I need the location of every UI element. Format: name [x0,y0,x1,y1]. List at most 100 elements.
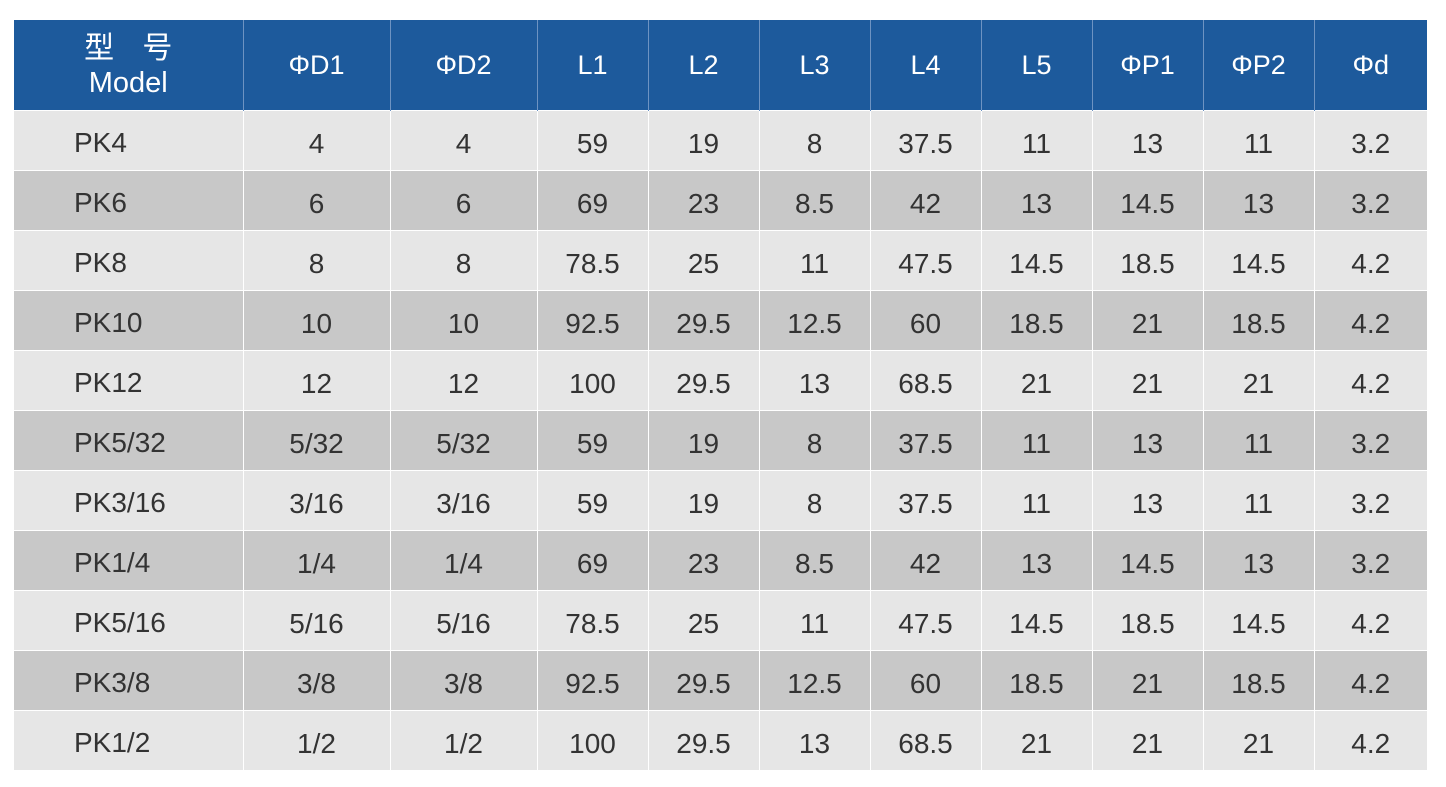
cell-p1: 18.5 [1092,590,1204,651]
cell-l1: 78.5 [537,590,649,651]
cell-l2: 29.5 [648,710,760,770]
spec-table-body: PK4 4 4 59 19 8 37.5 11 13 11 3.2 PK6 6 6 69 23 8.5 42 13 1… [14,110,1427,770]
cell-l1: 69 [537,170,649,231]
cell-model: PK6 [14,170,244,231]
table-row: PK3/8 3/8 3/8 92.5 29.5 12.5 60 18.5 21 18.5 4.2 [14,650,1427,711]
cell-p2: 18.5 [1203,650,1315,711]
cell-l3: 11 [759,230,871,291]
cell-l1: 59 [537,410,649,471]
cell-model: PK10 [14,290,244,351]
table-row: PK12 12 12 100 29.5 13 68.5 21 21 21 4.2 [14,350,1427,411]
cell-l5: 11 [981,110,1093,171]
header-row: 型 号 Model ΦD1 ΦD2 L1 L2 L3 L4 L5 ΦP1 ΦP2… [14,20,1427,111]
cell-l5: 21 [981,710,1093,770]
cell-model: PK5/16 [14,590,244,651]
cell-l1: 59 [537,470,649,531]
cell-l2: 19 [648,110,760,171]
cell-d1: 5/16 [243,590,391,651]
cell-l4: 60 [870,650,982,711]
cell-model: PK4 [14,110,244,171]
column-header-l4: L4 [870,20,982,111]
cell-p1: 14.5 [1092,170,1204,231]
column-header-d1: ΦD1 [243,20,391,111]
cell-d1: 12 [243,350,391,411]
cell-d1: 4 [243,110,391,171]
cell-d2: 8 [390,230,538,291]
cell-l5: 11 [981,470,1093,531]
cell-d: 3.2 [1314,110,1427,171]
cell-l5: 14.5 [981,230,1093,291]
cell-d2: 4 [390,110,538,171]
cell-d2: 12 [390,350,538,411]
cell-p2: 18.5 [1203,290,1315,351]
model-header-cn: 型 号 [84,32,183,65]
cell-l3: 11 [759,590,871,651]
column-header-l3: L3 [759,20,871,111]
cell-model: PK3/8 [14,650,244,711]
cell-d2: 6 [390,170,538,231]
cell-l3: 8 [759,470,871,531]
table-row: PK3/16 3/16 3/16 59 19 8 37.5 11 13 11 3.2 [14,470,1427,531]
cell-l4: 47.5 [870,590,982,651]
cell-l2: 25 [648,230,760,291]
cell-l4: 37.5 [870,110,982,171]
cell-l3: 8.5 [759,170,871,231]
cell-l5: 21 [981,350,1093,411]
cell-l1: 59 [537,110,649,171]
cell-d: 3.2 [1314,470,1427,531]
cell-l4: 68.5 [870,350,982,411]
cell-d1: 5/32 [243,410,391,471]
table-row: PK6 6 6 69 23 8.5 42 13 14.5 13 3.2 [14,170,1427,231]
cell-p2: 13 [1203,170,1315,231]
cell-p1: 18.5 [1092,230,1204,291]
model-header-en: Model [88,67,168,99]
cell-d: 4.2 [1314,290,1427,351]
cell-l2: 19 [648,410,760,471]
cell-l3: 13 [759,350,871,411]
cell-p1: 21 [1092,650,1204,711]
cell-p1: 14.5 [1092,530,1204,591]
cell-l4: 42 [870,170,982,231]
cell-l4: 37.5 [870,410,982,471]
table-row: PK4 4 4 59 19 8 37.5 11 13 11 3.2 [14,110,1427,171]
cell-d: 4.2 [1314,230,1427,291]
column-header-d2: ΦD2 [390,20,538,111]
cell-l5: 13 [981,170,1093,231]
table-row: PK1/2 1/2 1/2 100 29.5 13 68.5 21 21 21 4.2 [14,710,1427,770]
cell-l1: 92.5 [537,290,649,351]
cell-p2: 11 [1203,470,1315,531]
cell-l4: 42 [870,530,982,591]
cell-l2: 29.5 [648,650,760,711]
cell-l3: 12.5 [759,650,871,711]
cell-p1: 13 [1092,410,1204,471]
cell-l3: 13 [759,710,871,770]
cell-d2: 3/16 [390,470,538,531]
spec-table: 型 号 Model ΦD1 ΦD2 L1 L2 L3 L4 L5 ΦP1 ΦP2… [14,20,1427,770]
cell-l5: 11 [981,410,1093,471]
cell-d1: 6 [243,170,391,231]
cell-l2: 23 [648,170,760,231]
cell-d1: 8 [243,230,391,291]
cell-d: 4.2 [1314,590,1427,651]
cell-l1: 100 [537,350,649,411]
cell-d1: 3/8 [243,650,391,711]
column-header-model: 型 号 Model [14,20,244,111]
cell-l4: 68.5 [870,710,982,770]
cell-d2: 5/16 [390,590,538,651]
column-header-p2: ΦP2 [1203,20,1315,111]
column-header-d: Φd [1314,20,1427,111]
cell-l5: 13 [981,530,1093,591]
cell-p1: 21 [1092,290,1204,351]
cell-l2: 29.5 [648,290,760,351]
cell-d2: 3/8 [390,650,538,711]
cell-l2: 29.5 [648,350,760,411]
cell-p2: 14.5 [1203,590,1315,651]
cell-d2: 1/4 [390,530,538,591]
cell-d1: 1/2 [243,710,391,770]
table-row: PK5/32 5/32 5/32 59 19 8 37.5 11 13 11 3.2 [14,410,1427,471]
cell-p1: 13 [1092,110,1204,171]
cell-l1: 92.5 [537,650,649,711]
cell-l5: 14.5 [981,590,1093,651]
cell-l4: 37.5 [870,470,982,531]
table-row: PK5/16 5/16 5/16 78.5 25 11 47.5 14.5 18.5 14.5 4.… [14,590,1427,651]
